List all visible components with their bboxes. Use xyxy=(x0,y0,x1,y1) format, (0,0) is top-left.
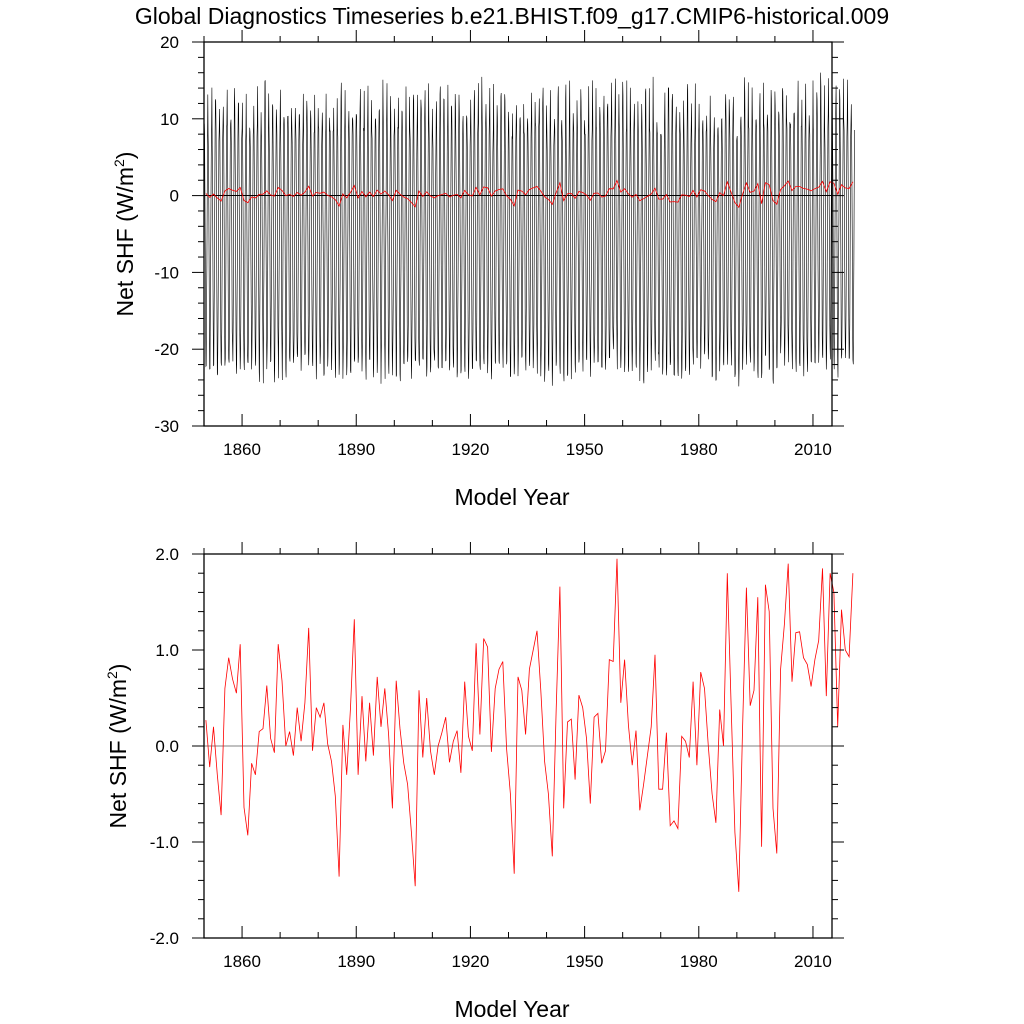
x-tick-label: 2010 xyxy=(794,440,832,459)
y-tick-label: 0 xyxy=(170,187,179,206)
x-tick-label: 1980 xyxy=(680,952,718,971)
y-tick-label: -2.0 xyxy=(150,929,179,948)
bottom-y-axis-label: Net SHF (W/m2) xyxy=(104,664,131,829)
y-tick-label: -10 xyxy=(154,263,179,282)
monthly-series-path xyxy=(203,72,855,387)
y-tick-label: -20 xyxy=(154,340,179,359)
bottom-x-axis-label: Model Year xyxy=(454,996,569,1022)
annual-series-line xyxy=(205,558,854,892)
x-tick-label: 1920 xyxy=(452,440,490,459)
bottom-y-axis-label-main: Net SHF (W/m xyxy=(105,679,131,829)
top-y-axis-label-close: ) xyxy=(112,152,138,160)
y-tick-label: -30 xyxy=(154,417,179,436)
top-y-axis-label-superscript: 2 xyxy=(111,159,127,167)
bottom-x-tick-labels: 1860 1890 1920 1950 1980 2010 xyxy=(223,952,832,971)
y-tick-label: 20 xyxy=(160,33,179,52)
x-tick-label: 1890 xyxy=(337,952,375,971)
top-x-axis-label: Model Year xyxy=(454,484,569,510)
x-tick-label: 1860 xyxy=(223,440,261,459)
y-tick-label: 1.0 xyxy=(155,641,179,660)
chart-title: Global Diagnostics Timeseries b.e21.BHIS… xyxy=(135,3,889,29)
monthly-series-line xyxy=(203,72,855,387)
x-tick-label: 1860 xyxy=(223,952,261,971)
top-y-axis-label: Net SHF (W/m2) xyxy=(111,152,138,317)
y-tick-label: 0.0 xyxy=(155,737,179,756)
x-tick-label: 2010 xyxy=(794,952,832,971)
bottom-axis-ticks xyxy=(192,542,844,939)
x-tick-label: 1890 xyxy=(337,440,375,459)
y-tick-label: 2.0 xyxy=(155,545,179,564)
x-tick-label: 1980 xyxy=(680,440,718,459)
y-tick-label: 10 xyxy=(160,110,179,129)
x-tick-label: 1950 xyxy=(566,952,604,971)
x-tick-label: 1950 xyxy=(566,440,604,459)
y-tick-label: -1.0 xyxy=(150,833,179,852)
bottom-y-tick-labels: 2.0 1.0 0.0 -1.0 -2.0 xyxy=(150,545,179,948)
bottom-y-axis-label-superscript: 2 xyxy=(104,671,120,679)
top-x-tick-labels: 1860 1890 1920 1950 1980 2010 xyxy=(223,440,832,459)
top-axis-ticks xyxy=(192,30,844,427)
x-tick-label: 1920 xyxy=(452,952,490,971)
top-y-tick-labels: 20 10 0 -10 -20 -30 xyxy=(154,33,179,436)
top-y-axis-label-main: Net SHF (W/m xyxy=(112,167,138,317)
top-plot-frame xyxy=(203,41,833,427)
bottom-y-axis-label-close: ) xyxy=(105,664,131,672)
bottom-panel: 2.0 1.0 0.0 -1.0 -2.0 1860 1890 1920 1950 1980 20… xyxy=(104,542,854,1022)
annual-series-line xyxy=(205,179,854,209)
